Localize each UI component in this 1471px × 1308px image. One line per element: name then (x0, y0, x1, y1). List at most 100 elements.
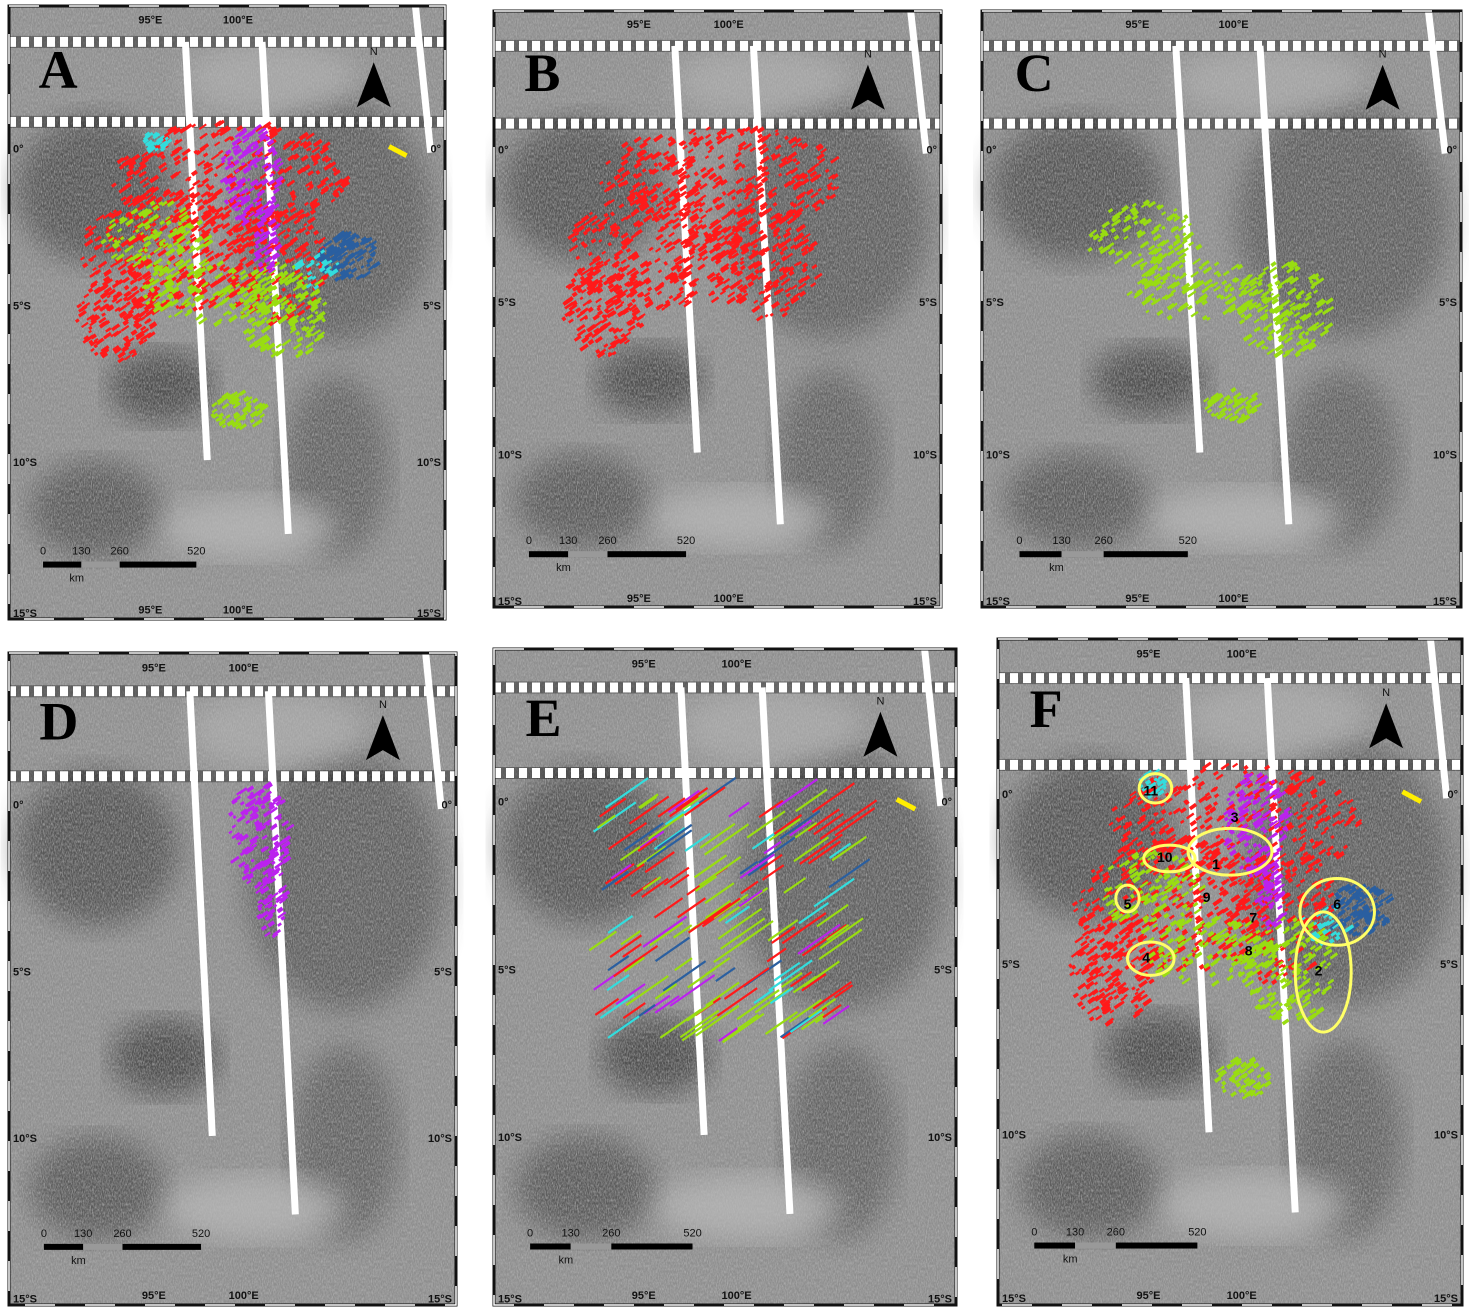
map-panel: 95°E100°E95°E100°E0°5°S10°S15°S0°5°S10°S… (493, 10, 942, 608)
north-label: N (876, 696, 884, 708)
scale-bar (1062, 551, 1104, 557)
lat-label: 15°S (498, 596, 522, 608)
lon-label: 100°E (229, 662, 259, 674)
scale-label: 130 (559, 535, 577, 547)
panel-letter: B (524, 43, 560, 103)
lat-label: 5°S (934, 964, 952, 976)
scale-label: 260 (602, 1227, 620, 1239)
lon-label: 100°E (722, 658, 752, 670)
lat-label: 5°S (1439, 297, 1457, 309)
scale-bar (83, 1244, 122, 1250)
scale-bar (611, 1243, 692, 1249)
lat-label: 0° (1446, 144, 1457, 156)
panel-letter: A (39, 40, 78, 100)
lat-label: 0° (498, 144, 509, 156)
scale-label: 0 (527, 1227, 533, 1239)
scale-label: 130 (562, 1227, 580, 1239)
lat-label: 5°S (919, 297, 937, 309)
lat-label: 10°S (13, 1133, 37, 1145)
lon-label: 95°E (138, 605, 162, 617)
scale-unit: km (69, 572, 84, 584)
scale-bar (530, 1243, 571, 1249)
north-label: N (379, 699, 387, 711)
lat-label: 15°S (417, 608, 441, 620)
lon-label: 95°E (632, 1290, 656, 1302)
lat-label: 5°S (13, 966, 31, 978)
scale-label: 260 (113, 1228, 131, 1240)
scale-label: 520 (192, 1228, 210, 1240)
lat-label: 0° (430, 143, 441, 155)
lon-label: 100°E (1218, 19, 1248, 31)
figure: 95°E 100°E 95°E 100°E 0° 5°S 10°S 15°S 0° 5°S 10°S… (0, 0, 1471, 1308)
lat-label: 15°S (913, 596, 937, 608)
lat-label: 10°S (498, 449, 522, 461)
map-panel: 95°E100°E95°E100°E0°5°S10°S15°S0°5°S10°S… (8, 5, 446, 620)
panel-letter: C (1015, 43, 1054, 103)
lat-label: 0° (13, 800, 24, 812)
lat-label: 0° (926, 144, 937, 156)
lon-label: 100°E (229, 1290, 259, 1302)
lat-label: 5°S (13, 300, 31, 312)
lon-label: 100°E (714, 593, 744, 605)
scale-label: 520 (187, 545, 205, 557)
scale-label: 0 (41, 1228, 47, 1240)
scale-label: 520 (1179, 535, 1197, 547)
north-label: N (864, 49, 872, 61)
scale-unit: km (556, 562, 571, 574)
scale-label: 130 (1052, 535, 1070, 547)
scale-unit: km (71, 1255, 86, 1267)
lat-label: 10°S (913, 449, 937, 461)
lat-label: 0° (941, 797, 952, 809)
north-label: N (1379, 49, 1387, 61)
scale-bar (122, 1244, 201, 1250)
scale-unit: km (559, 1254, 574, 1266)
panel-letter: D (39, 692, 78, 752)
map-panel: 95°E100°E95°E100°E0°5°S10°S15°S0°5°S10°S… (981, 10, 1462, 608)
scale-bar (1104, 551, 1188, 557)
lon-label: 95°E (627, 593, 651, 605)
scale-label: 260 (1094, 535, 1112, 547)
scale-label: 130 (74, 1228, 92, 1240)
scale-label: 0 (1016, 535, 1022, 547)
lon-label: 95°E (138, 14, 162, 26)
scale-bar (1019, 551, 1061, 557)
scale-label: 260 (111, 545, 129, 557)
lat-label: 15°S (986, 596, 1010, 608)
lat-label: 0° (441, 800, 452, 812)
scale-bar (81, 562, 119, 568)
lon-label: 95°E (1125, 19, 1149, 31)
lat-label: 5°S (986, 297, 1004, 309)
scale-label: 130 (72, 545, 90, 557)
lat-label: 10°S (428, 1133, 452, 1145)
lat-label: 10°S (986, 449, 1010, 461)
lon-label: 95°E (142, 662, 166, 674)
lon-label: 100°E (223, 14, 253, 26)
lon-label: 95°E (142, 1290, 166, 1302)
scale-bar (607, 551, 686, 557)
scale-bar (120, 562, 197, 568)
lat-label: 5°S (498, 964, 516, 976)
lat-label: 15°S (13, 608, 37, 620)
lat-label: 15°S (428, 1293, 452, 1305)
scale-label: 0 (40, 545, 46, 557)
lat-label: 15°S (928, 1293, 952, 1305)
scale-unit: km (1049, 562, 1064, 574)
map-panel: 95°E100°E95°E100°E0°5°S10°S15°S0°5°S10°S… (493, 648, 957, 1306)
lat-label: 0° (498, 797, 509, 809)
lat-label: 10°S (1433, 449, 1457, 461)
scale-label: 260 (598, 535, 616, 547)
scale-bar (43, 562, 81, 568)
lat-label: 5°S (498, 297, 516, 309)
lon-label: 100°E (722, 1290, 752, 1302)
scale-bar (568, 551, 607, 557)
scale-bar (529, 551, 568, 557)
lat-label: 10°S (13, 457, 37, 469)
north-label: N (370, 46, 378, 58)
lat-label: 5°S (423, 300, 441, 312)
lat-label: 15°S (1433, 596, 1457, 608)
lat-label: 0° (986, 144, 997, 156)
lat-label: 15°S (13, 1293, 37, 1305)
lat-label: 10°S (928, 1132, 952, 1144)
lon-label: 100°E (714, 19, 744, 31)
lon-label: 100°E (1218, 593, 1248, 605)
